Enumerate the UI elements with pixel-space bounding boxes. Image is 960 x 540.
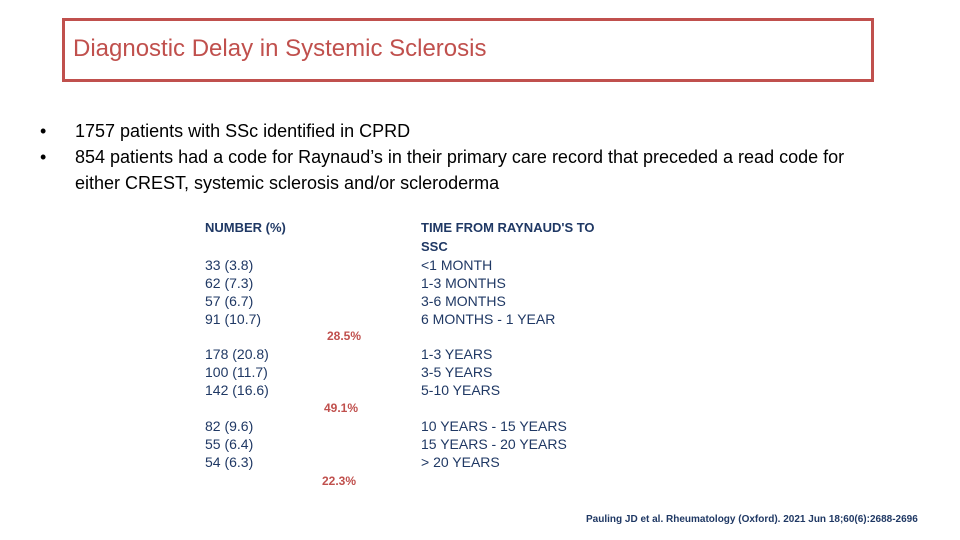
subtotal-badge: 49.1% — [324, 401, 359, 415]
bullet-icon: • — [40, 147, 47, 167]
bullet-list: • 1757 patients with SSc identified in C… — [40, 118, 880, 196]
number-cell: 33 (3.8) — [205, 257, 254, 273]
time-cell: 1-3 YEARS — [421, 346, 493, 362]
time-cell: 15 YEARS - 20 YEARS — [421, 436, 567, 452]
page-title: Diagnostic Delay in Systemic Sclerosis — [73, 35, 487, 62]
title-box: Diagnostic Delay in Systemic Sclerosis — [62, 18, 874, 82]
number-cell: 55 (6.4) — [205, 436, 254, 452]
bullet-item: • 1757 patients with SSc identified in C… — [40, 118, 880, 144]
citation: Pauling JD et al. Rheumatology (Oxford).… — [586, 514, 918, 525]
time-cell: <1 MONTH — [421, 257, 493, 273]
number-cell: 91 (10.7) — [205, 311, 262, 327]
number-cell: 62 (7.3) — [205, 275, 254, 291]
number-cell: 82 (9.6) — [205, 418, 254, 434]
subtotal-badge: 22.3% — [322, 474, 357, 488]
header-number: NUMBER (%) — [205, 220, 286, 235]
number-cell: 54 (6.3) — [205, 454, 254, 470]
time-cell: 1-3 MONTHS — [421, 275, 506, 291]
number-cell: 100 (11.7) — [205, 364, 268, 380]
time-cell: 3-5 YEARS — [421, 364, 493, 380]
number-cell: 178 (20.8) — [205, 346, 269, 362]
time-cell: 6 MONTHS - 1 YEAR — [421, 311, 556, 327]
bullet-icon: • — [40, 121, 47, 141]
number-cell: 142 (16.6) — [205, 382, 269, 398]
time-cell: 10 YEARS - 15 YEARS — [421, 418, 567, 434]
header-time: TIME FROM RAYNAUD'S TO — [421, 220, 595, 235]
bullet-item: • 854 patients had a code for Raynaud’s … — [40, 144, 880, 196]
subtotal-badge: 28.5% — [327, 329, 362, 343]
header-time-cont: SSC — [421, 239, 448, 254]
time-cell: > 20 YEARS — [421, 454, 500, 470]
number-cell: 57 (6.7) — [205, 293, 254, 309]
bullet-text: 1757 patients with SSc identified in CPR… — [75, 121, 411, 141]
bullet-text: 854 patients had a code for Raynaud’s in… — [75, 147, 845, 193]
time-cell: 5-10 YEARS — [421, 382, 501, 398]
time-cell: 3-6 MONTHS — [421, 293, 506, 309]
